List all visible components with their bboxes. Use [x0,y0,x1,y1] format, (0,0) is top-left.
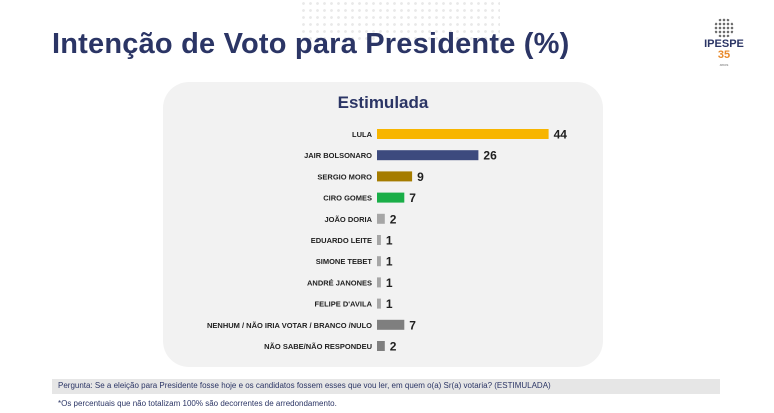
logo-name: IPESPE [704,38,744,50]
value-label: 2 [390,212,397,226]
category-label: SERGIO MORO [317,172,372,181]
bar [377,150,479,161]
category-label: ANDRÉ JANONES [307,278,372,287]
bar [377,319,405,330]
category-label: JOÃO DORIA [324,215,372,224]
decorative-dot-pattern [300,0,500,40]
category-label: EDUARDO LEITE [311,236,372,245]
value-label: 26 [483,149,497,163]
bar [377,235,381,245]
value-label: 1 [386,255,393,269]
chart-title: Estimulada [337,93,429,112]
category-label: NÃO SABE/NÃO RESPONDEU [264,342,372,351]
bar [377,192,405,203]
question-box [52,379,720,394]
ipespe-logo: IPESPE 35 anos [700,18,748,72]
bar [377,277,381,288]
page-title: Intenção de Voto para Presidente (%) [52,28,570,60]
bar [377,171,413,182]
bar [377,213,385,224]
category-label: FELIPE D'AVILA [315,300,373,309]
category-label: CIRO GOMES [323,194,372,203]
category-label: LULA [352,130,373,139]
logo-sub: anos [719,62,729,67]
category-label: NENHUM / NÃO IRIA VOTAR / BRANCO /NULO [207,321,372,330]
logo-number: 35 [717,49,731,61]
value-label: 1 [386,234,393,248]
globe-icon [714,18,734,38]
bar [377,341,385,351]
value-label: 44 [554,128,568,142]
rounding-note: *Os percentuais que não totalizam 100% s… [58,399,337,408]
bar [377,298,381,309]
category-label: SIMONE TEBET [316,257,373,266]
value-label: 1 [386,297,393,311]
bar [377,129,549,139]
value-label: 7 [409,318,416,332]
bar [377,256,381,267]
value-label: 2 [390,340,397,354]
value-label: 1 [386,276,393,290]
question-text: Pergunta: Se a eleição para Presidente f… [58,381,551,390]
value-label: 9 [417,170,424,184]
value-label: 7 [409,191,416,205]
category-label: JAIR BOLSONARO [304,151,372,160]
